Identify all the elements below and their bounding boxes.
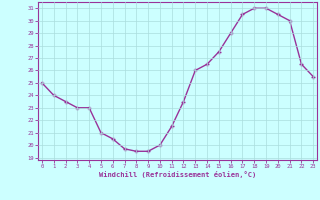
X-axis label: Windchill (Refroidissement éolien,°C): Windchill (Refroidissement éolien,°C)	[99, 171, 256, 178]
